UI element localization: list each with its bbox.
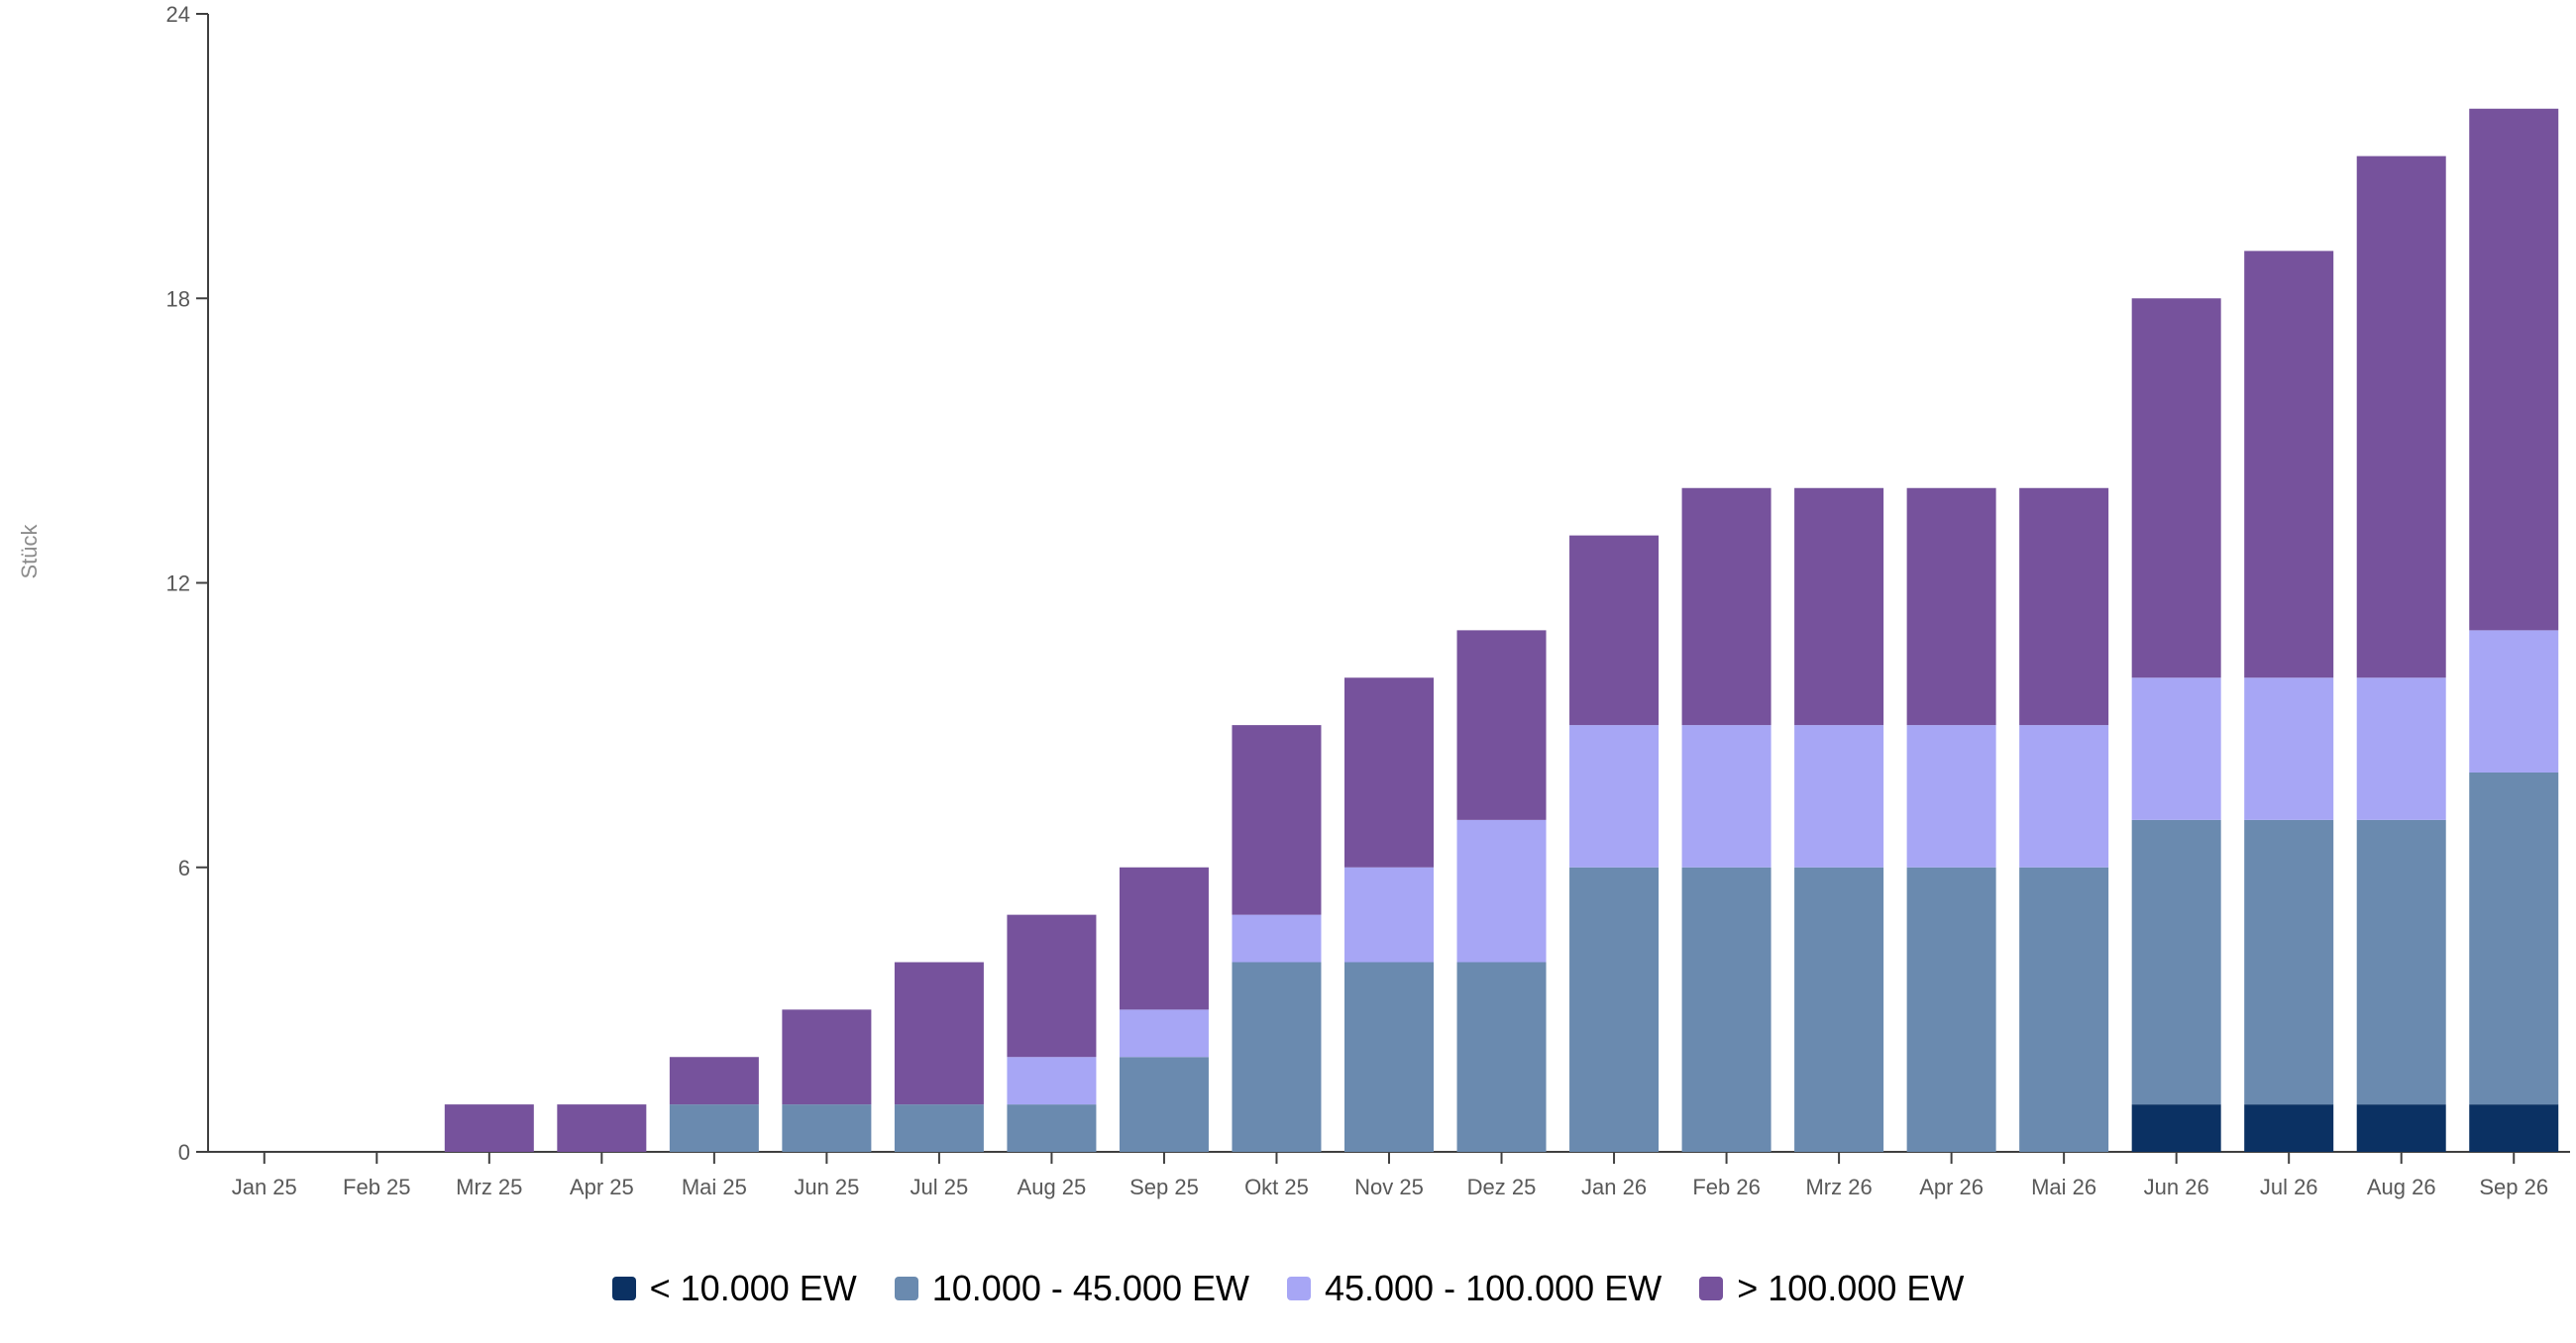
bar-segment [1906,867,1996,1152]
bar-segment [782,1009,872,1105]
bar-segment [1119,1009,1209,1058]
bar-segment [1007,1104,1097,1152]
bar-segment [2244,677,2334,820]
y-tick-label: 12 [166,571,190,596]
bar-segment [1456,630,1547,820]
x-tick-label: Mrz 25 [456,1175,522,1199]
bar-segment [1344,677,1434,868]
bar-segment [1232,962,1322,1152]
x-tick-label: Aug 25 [1018,1175,1087,1199]
y-axis-tick-labels: 0 6 12 18 24 [166,2,190,1165]
x-tick-label: Jan 25 [232,1175,297,1199]
bar-segment [2469,630,2559,773]
bar-segment [2356,1104,2446,1152]
bar-segment [2131,298,2221,678]
x-tick-label: Okt 25 [1244,1175,1309,1199]
bar-segment [1569,535,1660,726]
bar-segment [1232,725,1322,915]
bar-segment [894,962,984,1105]
bar-segment [2469,108,2559,631]
legend-item[interactable]: > 100.000 EW [1699,1268,1964,1309]
bar-segment [894,1104,984,1152]
legend-item[interactable]: 45.000 - 100.000 EW [1286,1268,1663,1309]
legend-item[interactable]: < 10.000 EW [611,1268,857,1309]
legend-swatch [611,1277,636,1300]
bar-segment [2131,677,2221,820]
bar-segment [1232,914,1322,963]
x-tick-label: Nov 25 [1354,1175,1424,1199]
bar-segment [2019,487,2109,726]
bar-segment [1344,962,1434,1152]
bar-segment [1456,962,1547,1152]
x-tick-label: Jun 26 [2144,1175,2209,1199]
bar-segment [2356,819,2446,1105]
x-tick-label: Aug 26 [2367,1175,2436,1199]
bar-segment [1007,914,1097,1058]
legend-label: 45.000 - 100.000 EW [1324,1268,1663,1308]
x-tick-label: Sep 25 [1129,1175,1199,1199]
y-tick-label: 24 [166,2,190,27]
bar-segment [1681,487,1771,726]
x-axis-tick-labels: Jan 25 Feb 25 Mrz 25 Apr 25 Mai 25 Jun 25 Jul … [232,1175,2548,1199]
bar-segment [1794,487,1884,726]
bar-segment [669,1057,759,1105]
bar-segment [1569,725,1660,868]
x-tick-label: Jun 25 [794,1175,859,1199]
bar-segment [2356,155,2446,678]
bar-segment [1681,867,1771,1152]
x-tick-label: Mrz 26 [1805,1175,1872,1199]
bar-segment [557,1104,647,1152]
x-tick-label: Jul 26 [2260,1175,2318,1199]
bar-segment [2131,819,2221,1105]
legend-label: < 10.000 EW [649,1268,857,1308]
bar-segment [444,1104,534,1152]
bar-segment [669,1104,759,1152]
bar-segment [1344,867,1434,963]
chart-legend: < 10.000 EW 10.000 - 45.000 EW 45.000 - 10… [0,1268,2576,1309]
x-tick-label: Mai 25 [682,1175,747,1199]
bar-segment [1456,819,1547,963]
bar-segment [2244,819,2334,1105]
bar-segment [2244,251,2334,678]
bar-segment [2469,773,2559,1105]
bar-segment [1007,1057,1097,1105]
bar-segment [1681,725,1771,868]
bar-segment [2019,867,2109,1152]
legend-swatch [1699,1277,1724,1300]
bar-segment [2131,1104,2221,1152]
legend-label: 10.000 - 45.000 EW [931,1268,1249,1308]
bar-segment [1906,725,1996,868]
chart-bars [444,108,2559,1152]
bar-segment [782,1104,872,1152]
x-tick-label: Jan 26 [1581,1175,1647,1199]
legend-item[interactable]: 10.000 - 45.000 EW [894,1268,1249,1309]
x-tick-label: Apr 25 [570,1175,634,1199]
bar-segment [2469,1104,2559,1152]
x-tick-label: Jul 25 [911,1175,969,1199]
bar-segment [1794,867,1884,1152]
bar-segment [2019,725,2109,868]
y-tick-label: 0 [178,1140,190,1165]
bar-segment [1119,1057,1209,1152]
x-tick-label: Apr 26 [1919,1175,1984,1199]
bar-segment [1569,867,1660,1152]
bar-segment [2244,1104,2334,1152]
x-tick-label: Mai 26 [2031,1175,2096,1199]
bar-segment [1794,725,1884,868]
x-tick-label: Feb 25 [343,1175,411,1199]
x-tick-label: Feb 26 [1692,1175,1761,1199]
x-tick-label: Sep 26 [2479,1175,2548,1199]
legend-swatch [1286,1277,1311,1300]
y-tick-label: 18 [166,286,190,311]
bar-segment [1906,487,1996,726]
bar-segment [1119,867,1209,1010]
y-tick-label: 6 [178,856,190,880]
bar-segment [2356,677,2446,820]
y-axis-title: Stück [17,523,42,578]
legend-label: > 100.000 EW [1737,1268,1965,1308]
x-tick-label: Dez 25 [1467,1175,1537,1199]
legend-swatch [894,1277,918,1300]
